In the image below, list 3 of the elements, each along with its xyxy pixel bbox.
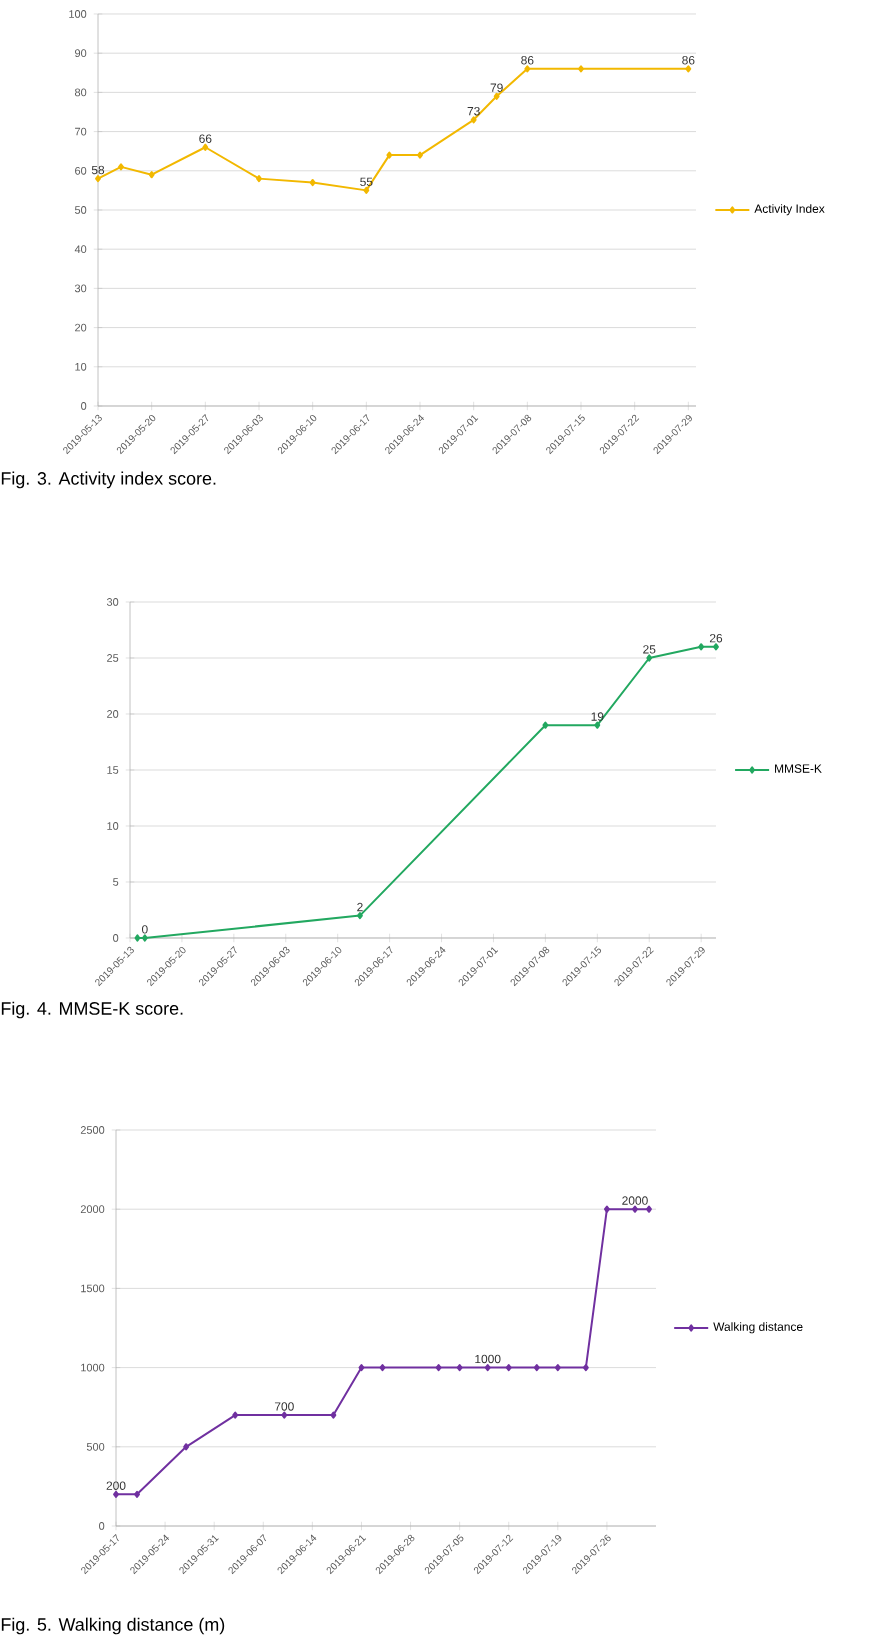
caption: Fig. 3. Activity index score. <box>1 471 216 489</box>
caption: Fig. 5. Walking distance (m) <box>1 1617 225 1635</box>
caption: Fig. 4. MMSE-K score. <box>1 1001 183 1019</box>
